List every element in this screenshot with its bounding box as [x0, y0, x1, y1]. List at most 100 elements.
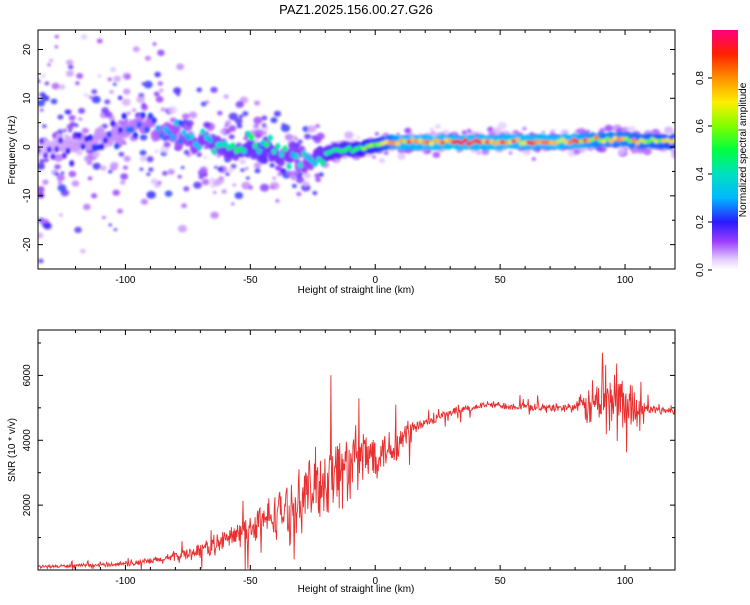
spectral-ridge [38, 112, 675, 173]
y-tick-label: 2000 [22, 494, 33, 517]
spectral-blob [234, 117, 243, 125]
spectral-blob [476, 151, 482, 156]
spectral-ridge-core [458, 140, 465, 146]
spectral-blob [396, 132, 401, 136]
spectral-blob [140, 104, 149, 111]
spectral-blob [50, 98, 58, 105]
spectral-ridge-core [293, 153, 300, 160]
spectral-blob [43, 157, 49, 163]
chart-title: PAZ1.2025.156.00.27.G26 [279, 2, 433, 17]
spectral-blob [39, 158, 45, 164]
spectral-blob [671, 152, 675, 159]
spectral-blob [110, 67, 117, 73]
spectral-ridge-core [515, 137, 521, 143]
spectral-blob [261, 123, 267, 128]
spectral-blob [234, 191, 244, 200]
spectral-blob [76, 72, 84, 79]
spectral-ridge-core [144, 126, 150, 133]
spectral-blob [113, 75, 122, 83]
spectral-blob [86, 16, 93, 22]
spectral-blob [122, 165, 128, 170]
spectral-ridge-core [110, 120, 116, 127]
spectral-blob [205, 100, 210, 104]
spectral-blob [122, 141, 127, 145]
spectral-blob [157, 181, 162, 185]
spectral-ridge-core [263, 141, 270, 148]
spectral-ridge-core [350, 148, 356, 154]
spectral-blob [119, 180, 126, 185]
spectral-blob [196, 87, 203, 93]
spectral-blob [136, 95, 146, 104]
spectral-ridge-core [305, 154, 311, 161]
colorbar: 0.0 0.2 0.4 0.6 0.8 Normalized spectral ampl… [695, 30, 749, 277]
spectral-ridge-core [248, 134, 255, 141]
spectral-ridge-core [582, 138, 588, 143]
spectral-blob [254, 100, 261, 106]
y-tick-label: 0 [22, 144, 33, 150]
spectral-blob [188, 111, 198, 119]
spectral-blob [216, 154, 221, 158]
spectral-ridge-core [129, 126, 135, 133]
spectral-ridge-core [189, 133, 195, 140]
spectral-blob [71, 180, 80, 187]
spectral-ridge-core [99, 143, 105, 150]
spectral-ridge-core [574, 139, 581, 144]
spectral-blob [167, 168, 175, 175]
spectral-ridge-core [653, 139, 659, 144]
spectral-ridge-core [121, 112, 127, 120]
spectral-ridge-core [395, 141, 401, 146]
spectral-ridge-core [192, 140, 198, 148]
spectral-blob [481, 148, 490, 156]
spectral-blob [203, 155, 207, 159]
spectral-blob [176, 63, 185, 71]
spectral-blob [466, 128, 471, 133]
spectral-blob [62, 128, 67, 133]
spectral-blob [38, 99, 45, 107]
spectral-ridge-core [387, 140, 393, 146]
spectral-blob [210, 86, 218, 93]
spectral-blob [334, 157, 340, 162]
spectral-ridge-core [95, 144, 101, 151]
spectral-blob [201, 178, 210, 186]
spectral-blob [38, 232, 44, 239]
spectral-blob [75, 81, 80, 85]
spectral-blob [263, 159, 269, 164]
spectral-ridge-core [496, 140, 502, 145]
spectral-blob [74, 123, 79, 128]
spectral-blob [372, 155, 376, 159]
spectral-ridge-core [147, 112, 154, 120]
spectral-blob [132, 108, 137, 112]
spectral-blob [228, 112, 238, 121]
spectral-blob [297, 139, 303, 145]
spectral-blob [275, 199, 280, 203]
spectral-blob [54, 172, 60, 176]
spectral-blob [281, 123, 286, 127]
spectral-ridge-core [593, 135, 599, 140]
spectral-blob [183, 150, 190, 155]
spectral-blob [150, 178, 159, 185]
spectral-ridge-core [342, 148, 348, 153]
spectral-blob [235, 100, 244, 108]
spectral-ridge-core [631, 138, 637, 143]
spectral-blob [124, 119, 129, 123]
spectral-ridge-core [537, 139, 543, 145]
spectral-ridge-core [608, 139, 614, 144]
spectral-blob [221, 189, 227, 194]
colorbar-tick-label: 0.6 [695, 119, 706, 133]
spectral-blob [196, 152, 202, 157]
spectral-ridge-core [125, 126, 131, 134]
spectral-ridge-core [312, 160, 318, 167]
spectral-ridge-core [634, 140, 641, 146]
spectral-blob [68, 170, 77, 178]
spectral-blob [212, 179, 222, 187]
spectral-ridge-core [61, 152, 67, 159]
spectral-ridge-core [619, 136, 626, 141]
spectral-blob [146, 190, 156, 199]
spectral-blob [270, 117, 278, 124]
spectral-blob [617, 148, 626, 155]
spectral-blob [51, 82, 60, 90]
spectral-blob [304, 172, 311, 179]
